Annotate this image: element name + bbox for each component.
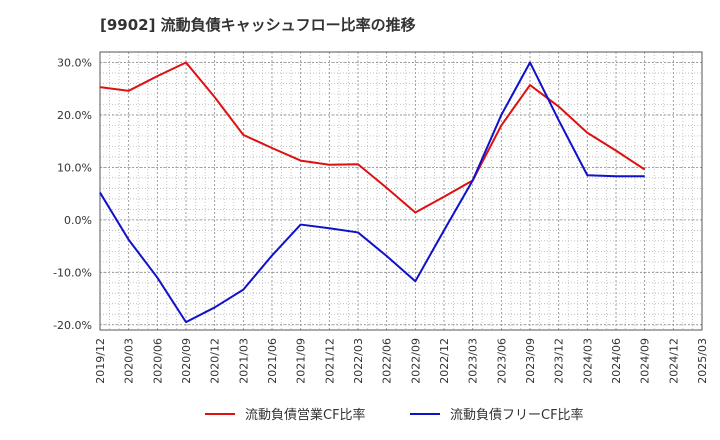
series-line-1 [99,61,646,214]
x-tick-label: 2021/12 [323,338,336,384]
x-tick-label: 2019/12 [94,338,107,384]
x-tick-label: 2022/06 [381,338,394,384]
legend-label-1: 流動負債営業CF比率 [245,407,366,423]
x-tick-label: 2023/09 [524,338,537,384]
x-tick-label: 2022/09 [409,338,422,384]
x-tick-label: 2020/09 [180,338,193,384]
x-tick-label: 2020/06 [151,338,164,384]
chart-title: [9902] 流動負債キャッシュフロー比率の推移 [100,16,416,34]
plot-border [99,51,703,331]
legend-label-2: 流動負債フリーCF比率 [450,407,584,423]
plot-area [100,52,702,330]
y-tick-label: -10.0% [53,266,92,279]
x-tick-label: 2023/12 [553,338,566,384]
x-tick-label: 2021/09 [295,338,308,384]
series-line-2 [99,61,645,324]
x-tick-label: 2023/03 [467,338,480,384]
y-tick-label: 30.0% [57,56,92,69]
x-tick-label: 2021/06 [266,338,279,384]
x-tick-label: 2023/06 [495,338,508,384]
x-tick-label: 2024/12 [667,338,680,384]
x-tick-label: 2022/12 [438,338,451,384]
x-tick-label: 2024/03 [581,338,594,384]
x-tick-label: 2020/12 [209,338,222,384]
y-tick-label: 20.0% [57,109,92,122]
x-tick-label: 2022/03 [352,338,365,384]
x-tick-label: 2024/06 [610,338,623,384]
x-tick-label: 2025/03 [696,338,709,384]
x-tick-label: 2021/03 [237,338,250,384]
x-tick-label: 2024/09 [639,338,652,384]
y-tick-label: 10.0% [57,161,92,174]
x-tick-label: 2020/03 [123,338,136,384]
y-tick-label: 0.0% [64,214,92,227]
y-tick-label: -20.0% [53,319,92,332]
